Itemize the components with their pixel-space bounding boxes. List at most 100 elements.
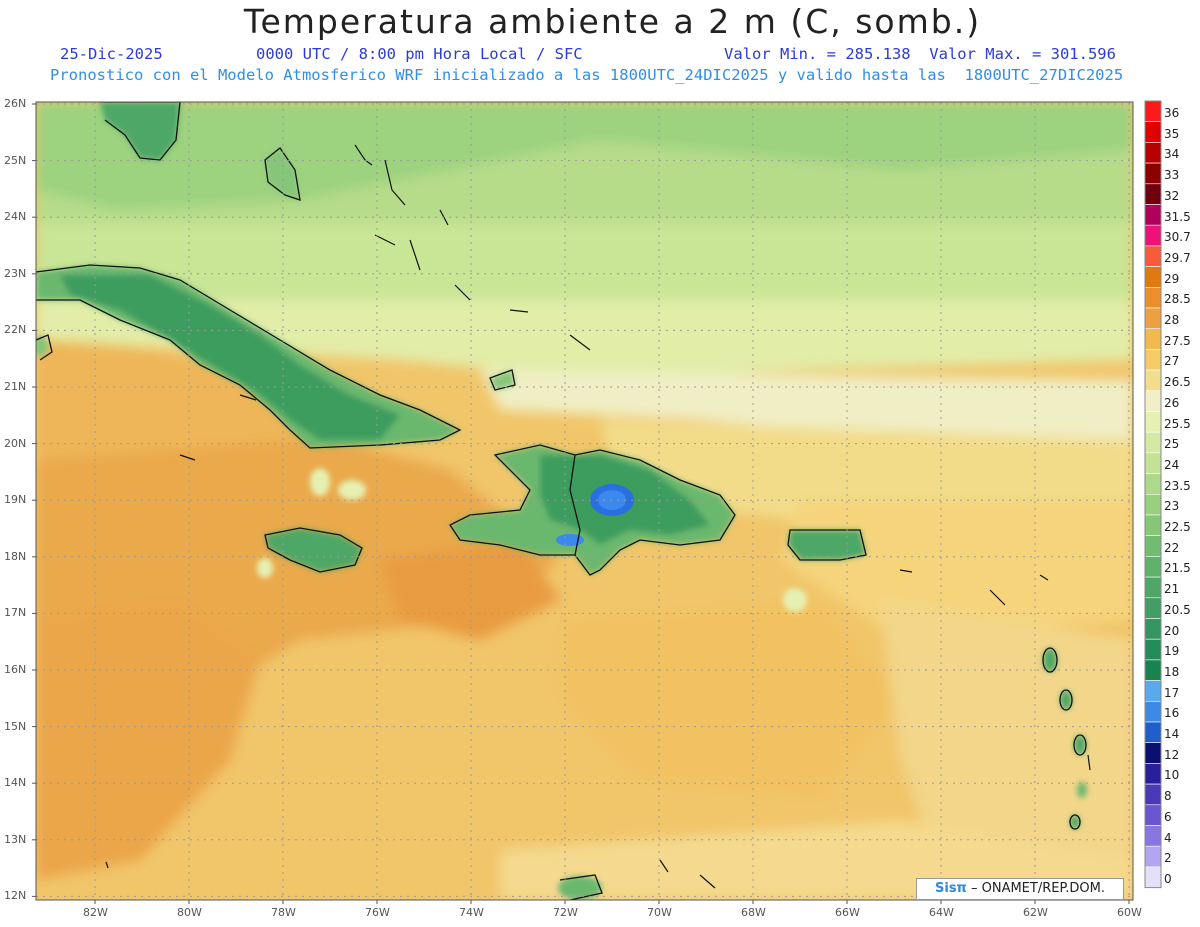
colorbar-label: 12 [1164,747,1180,762]
colorbar-label: 21 [1164,582,1180,597]
colorbar-label: 14 [1164,727,1180,741]
colorbar-swatch [1144,866,1162,888]
colorbar-label: 18 [1164,664,1180,679]
colorbar-swatch [1144,721,1162,744]
lon-label: 70W [647,906,672,919]
colorbar-swatch [1144,286,1162,309]
colorbar-label: 20 [1164,623,1180,638]
colorbar-label: 19 [1164,644,1180,659]
colorbar-swatch [1144,638,1162,661]
colorbar-swatch [1144,742,1162,764]
lon-label: 66W [835,906,860,919]
colorbar-swatch [1144,349,1162,371]
lat-label: 19N [4,493,27,507]
lat-label: 25N [4,153,27,167]
lat-label: 18N [4,549,27,563]
colorbar-label: 10 [1164,768,1180,783]
colorbar-swatch [1144,162,1162,185]
graticule [36,102,1133,900]
colorbar-label: 8 [1164,789,1172,804]
colorbar-swatch [1144,556,1162,578]
lat-label: 20N [4,436,27,450]
lon-label: 80W [177,906,202,919]
lon-label: 60W [1117,906,1142,919]
colorbar-swatch [1144,390,1162,412]
colorbar-swatch [1144,845,1162,868]
lon-label: 74W [459,906,484,919]
colorbar-label: 20.5 [1164,602,1191,617]
lat-label: 24N [4,210,27,224]
lat-label: 15N [4,719,27,733]
colorbar-swatch [1144,183,1162,205]
map-field [36,102,1133,900]
lat-label: 21N [4,380,27,393]
colorbar-swatch [1144,804,1162,826]
lon-label: 82W [83,906,108,919]
colorbar-swatch [1144,473,1162,495]
lat-label: 17N [4,606,27,620]
colorbar-label: 0 [1164,871,1172,886]
colorbar-label: 21.5 [1164,561,1191,576]
colorbar [1144,100,1162,889]
colorbar-label: 27.5 [1164,333,1191,348]
colorbar-swatch [1144,700,1162,723]
colorbar-label: 25.5 [1164,416,1191,431]
colorbar-swatch [1144,763,1162,785]
colorbar-label: 22.5 [1164,520,1191,534]
colorbar-swatch [1144,328,1162,350]
colorbar-label: 29.7 [1164,250,1191,265]
colorbar-swatch [1144,431,1162,454]
colorbar-label: 26.5 [1164,375,1191,390]
colorbar-swatch [1144,659,1162,681]
colorbar-swatch [1144,411,1162,433]
lon-label: 72W [553,906,578,919]
colorbar-swatch [1144,825,1162,847]
colorbar-swatch [1144,514,1162,537]
colorbar-label: 33 [1164,168,1180,183]
colorbar-swatch [1144,121,1162,143]
lat-label: 14N [4,776,27,790]
colorbar-label: 24 [1164,457,1180,472]
colorbar-swatch [1144,204,1162,226]
colorbar-label: 36 [1164,106,1180,120]
colorbar-label: 35 [1164,126,1180,141]
model-description: Pronostico con el Modelo Atmosferico WRF… [50,66,1124,84]
colorbar-swatch [1144,369,1162,392]
colorbar-label: 26 [1164,395,1180,410]
colorbar-swatch [1144,452,1162,474]
colorbar-label: 25 [1164,437,1180,452]
colorbar-swatch [1144,224,1162,247]
lon-label: 62W [1023,906,1048,919]
colorbar-label: 27 [1164,354,1180,369]
colorbar-label: 17 [1164,685,1180,700]
colorbar-label: 30.7 [1164,230,1191,245]
colorbar-label: 23.5 [1164,478,1191,493]
forecast-date: 25-Dic-2025 [60,45,163,63]
colorbar-swatch [1144,142,1162,164]
colorbar-label: 28 [1164,313,1180,327]
colorbar-swatch [1144,597,1162,619]
lat-label: 23N [4,266,27,280]
value-min-max: Valor Min. = 285.138 Valor Max. = 301.59… [724,45,1116,63]
colorbar-swatch [1144,307,1162,330]
credit-brand: Sisπ [935,881,967,896]
colorbar-label: 31.5 [1164,209,1191,224]
colorbar-label: 4 [1164,830,1172,845]
colorbar-label: 16 [1164,706,1180,721]
colorbar-swatch [1144,535,1162,557]
colorbar-label: 6 [1164,809,1172,824]
colorbar-label: 34 [1164,147,1180,162]
lat-label: 16N [4,663,27,676]
colorbar-label: 28.5 [1164,292,1191,307]
lat-label: 13N [4,832,27,846]
lon-label: 68W [741,906,766,919]
colorbar-label: 2 [1164,851,1172,866]
colorbar-swatch [1144,100,1162,123]
colorbar-swatch [1144,618,1162,640]
lon-label: 64W [929,906,954,919]
lon-label: 78W [271,906,296,919]
colorbar-label: 23 [1164,499,1180,514]
colorbar-label: 22 [1164,540,1180,555]
colorbar-swatch [1144,576,1162,599]
